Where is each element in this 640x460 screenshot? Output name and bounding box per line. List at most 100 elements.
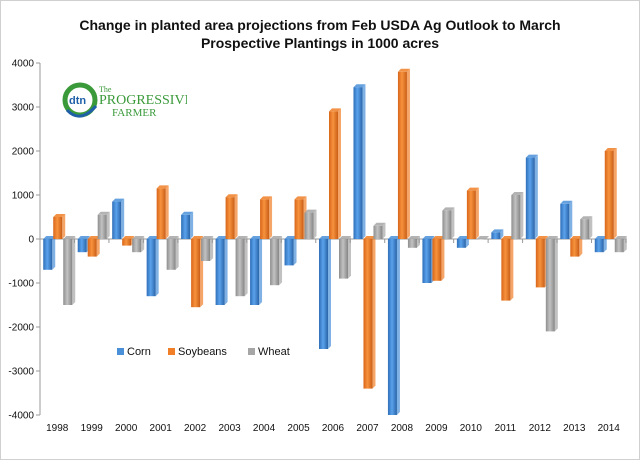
bar-face xyxy=(397,71,407,239)
bar-face xyxy=(476,239,486,240)
bar-side xyxy=(396,236,400,415)
bar-top xyxy=(456,236,469,239)
bar-side xyxy=(328,236,331,349)
logo-brand-top: The xyxy=(99,85,112,94)
bar-face xyxy=(122,239,132,246)
y-tick-label: -3000 xyxy=(8,367,34,378)
bar-side xyxy=(175,236,179,270)
bar-face xyxy=(387,239,397,415)
x-tick-label: 2000 xyxy=(115,423,138,434)
bar-top xyxy=(580,216,593,220)
bar-wheat-1998 xyxy=(63,236,76,305)
bar-face xyxy=(191,239,201,308)
bar-side xyxy=(554,236,558,332)
bar-top xyxy=(97,211,110,215)
y-tick-label: -4000 xyxy=(8,411,34,422)
bar-soybeans-2007 xyxy=(363,236,376,389)
bar-top xyxy=(432,236,445,239)
bar-wheat-2010 xyxy=(476,236,489,240)
bar-top xyxy=(319,236,331,239)
bar-top xyxy=(122,236,135,239)
bar-wheat-2002 xyxy=(201,236,214,261)
bar-face xyxy=(407,239,417,248)
bar-side xyxy=(244,236,248,297)
bar-face xyxy=(235,239,245,297)
bar-face xyxy=(580,219,590,239)
bar-face xyxy=(560,203,570,239)
y-tick-label: 4000 xyxy=(12,59,35,70)
bar-top xyxy=(525,154,538,158)
bar-face xyxy=(511,195,521,239)
legend-label-corn: Corn xyxy=(127,346,151,358)
bar-face xyxy=(156,188,166,239)
bar-top xyxy=(270,236,283,239)
bar-top xyxy=(501,236,514,239)
dtn-swoosh-icon xyxy=(65,104,98,118)
bar-top xyxy=(476,236,489,239)
bar-wheat-2008 xyxy=(407,236,420,248)
bar-wheat-2013 xyxy=(580,216,593,239)
bar-corn-2008 xyxy=(387,236,400,415)
bar-corn-1998 xyxy=(43,236,56,270)
dtn-progressive-farmer-logo: dtn The PROGRESSIVE FARMER xyxy=(62,80,193,126)
bar-face xyxy=(294,199,304,239)
y-tick-label: 3000 xyxy=(12,103,35,114)
bar-corn-2003 xyxy=(215,236,228,305)
y-tick-label: 0 xyxy=(28,235,34,246)
bar-side xyxy=(313,209,317,239)
logo-mark-text: dtn xyxy=(69,95,86,107)
bar-face xyxy=(535,239,545,288)
x-tick-label: 2010 xyxy=(460,423,483,434)
x-tick-label: 2005 xyxy=(287,423,310,434)
legend-label-wheat: Wheat xyxy=(258,346,290,358)
x-tick-label: 2007 xyxy=(356,423,379,434)
x-tick-label: 2011 xyxy=(495,423,517,434)
bar-soybeans-2003 xyxy=(225,194,238,239)
legend-label-soybeans: Soybeans xyxy=(178,346,227,358)
chart-title-line-1: Change in planted area projections from … xyxy=(79,17,561,33)
x-tick-label: 2009 xyxy=(425,423,448,434)
bar-face xyxy=(181,214,191,239)
bar-face xyxy=(545,239,555,332)
bar-side xyxy=(190,211,194,239)
bar-side xyxy=(416,236,420,248)
bar-top xyxy=(329,108,341,112)
bar-wheat-2000 xyxy=(132,236,145,253)
logo-brand-sub: FARMER xyxy=(112,107,157,119)
bar-soybeans-2010 xyxy=(466,187,479,239)
bar-face xyxy=(166,239,176,270)
x-tick-label: 2003 xyxy=(218,423,241,434)
bar-face xyxy=(77,239,87,253)
bar-face xyxy=(604,151,614,239)
bar-face xyxy=(43,239,53,270)
x-tick-label: 2008 xyxy=(391,423,414,434)
bar-top xyxy=(363,236,376,239)
bar-face xyxy=(260,199,270,239)
bar-top xyxy=(570,236,583,239)
bar-side xyxy=(293,236,297,266)
legend-swatch-corn xyxy=(117,348,124,355)
bar-face xyxy=(215,239,225,305)
bar-face xyxy=(225,197,235,239)
bar-top xyxy=(225,194,238,198)
bar-side xyxy=(234,194,238,239)
bar-side xyxy=(62,214,66,239)
bar-top xyxy=(535,236,548,239)
x-tick-label: 2013 xyxy=(563,423,586,434)
bar-wheat-2005 xyxy=(304,209,317,239)
bar-face xyxy=(422,239,432,283)
x-tick-label: 2004 xyxy=(253,423,276,434)
bar-face xyxy=(132,239,142,253)
bar-soybeans-1999 xyxy=(87,236,100,257)
bar-face xyxy=(329,111,338,239)
bar-corn-2001 xyxy=(146,236,159,297)
bar-wheat-2006 xyxy=(339,236,351,279)
bar-top xyxy=(491,229,504,233)
y-tick-label: 1000 xyxy=(12,191,35,202)
bar-face xyxy=(250,239,260,305)
y-tick-label: -2000 xyxy=(8,323,34,334)
bar-face xyxy=(570,239,580,257)
bar-top xyxy=(614,236,627,239)
bar-face xyxy=(501,239,511,301)
bar-wheat-2007 xyxy=(373,222,386,239)
